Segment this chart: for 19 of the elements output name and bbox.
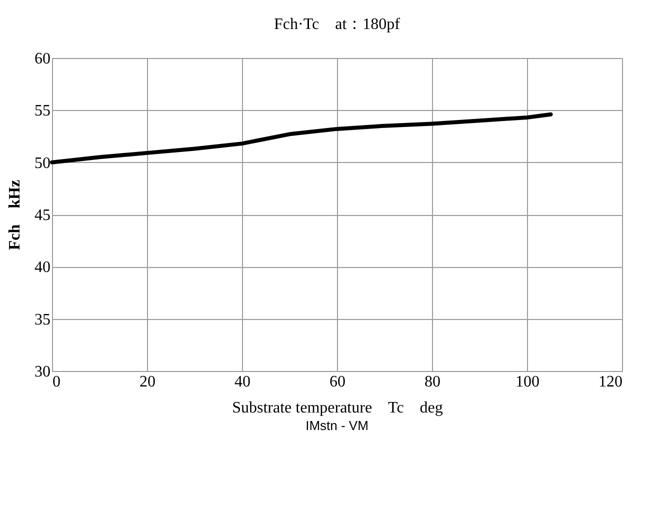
y-tick-label: 50 (34, 154, 50, 172)
chart-title: Fch·Tc at：180pf (274, 16, 401, 33)
y-tick-label: 40 (34, 259, 50, 276)
x-tick-label: 60 (330, 374, 346, 390)
y-axis-title: Fch kHz (6, 180, 24, 250)
y-tick-label: 60 (34, 50, 50, 68)
x-tick-label: 80 (424, 374, 440, 390)
x-tick-label: 120 (598, 374, 622, 390)
line-series (50, 112, 553, 164)
x-tick-label: 0 (52, 374, 60, 390)
text: IMstn - VM (306, 418, 368, 433)
y-tick-label: 55 (34, 102, 50, 120)
x-tick-label: 40 (234, 374, 250, 390)
y-tick-label: 45 (34, 207, 50, 224)
y-tick-label: 35 (34, 311, 50, 328)
y-tick-label: 30 (34, 364, 50, 380)
x-axis-title: Substrate temperature Tc deg (232, 400, 443, 416)
x-tick-label: 20 (140, 374, 156, 390)
x-tick-label: 100 (516, 374, 540, 390)
